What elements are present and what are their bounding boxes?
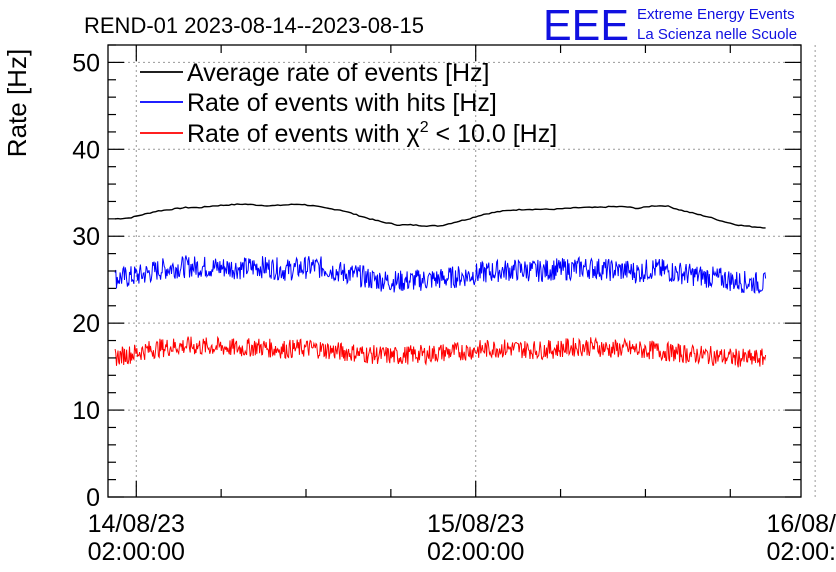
x-tick-label-date: 15/08/23 <box>427 510 524 538</box>
x-tick-label-date: 16/08/23 <box>766 510 836 538</box>
y-tick-label: 0 <box>86 484 100 512</box>
eee-logo-line2: La Scienza nelle Scuole <box>637 26 797 43</box>
x-tick-label-time: 02:00:00 <box>427 538 524 566</box>
chart-title: REND-01 2023-08-14--2023-08-15 <box>84 13 424 38</box>
y-tick-label: 20 <box>72 310 100 338</box>
series-line-3 <box>114 335 767 368</box>
grid <box>108 45 816 497</box>
series-line-2 <box>114 255 767 294</box>
y-tick-label: 10 <box>72 397 100 425</box>
legend-label-2: Rate of events with hits [Hz] <box>187 89 497 117</box>
legend: Average rate of events [Hz]Rate of event… <box>140 59 557 148</box>
eee-logo-mark: EEE <box>543 1 629 50</box>
series-group <box>114 203 767 368</box>
legend-label-1: Average rate of events [Hz] <box>187 59 489 87</box>
axis-ticks: 0102030405014/08/2302:00:0015/08/2302:00… <box>72 44 836 566</box>
y-tick-label: 40 <box>72 136 100 164</box>
x-tick-label-date: 14/08/23 <box>88 510 185 538</box>
y-tick-label: 50 <box>72 49 100 77</box>
eee-logo-line1: Extreme Energy Events <box>637 6 795 23</box>
legend-label-3: Rate of events with χ2 < 10.0 [Hz] <box>187 119 557 148</box>
x-tick-label-time: 02:00:00 <box>88 538 185 566</box>
series-line-1 <box>115 203 766 229</box>
y-tick-label: 30 <box>72 223 100 251</box>
eee-logo: EEE Extreme Energy Events La Scienza nel… <box>543 1 797 50</box>
y-axis-label: Rate [Hz] <box>2 49 32 157</box>
x-tick-label-time: 02:00:00 <box>766 538 836 566</box>
